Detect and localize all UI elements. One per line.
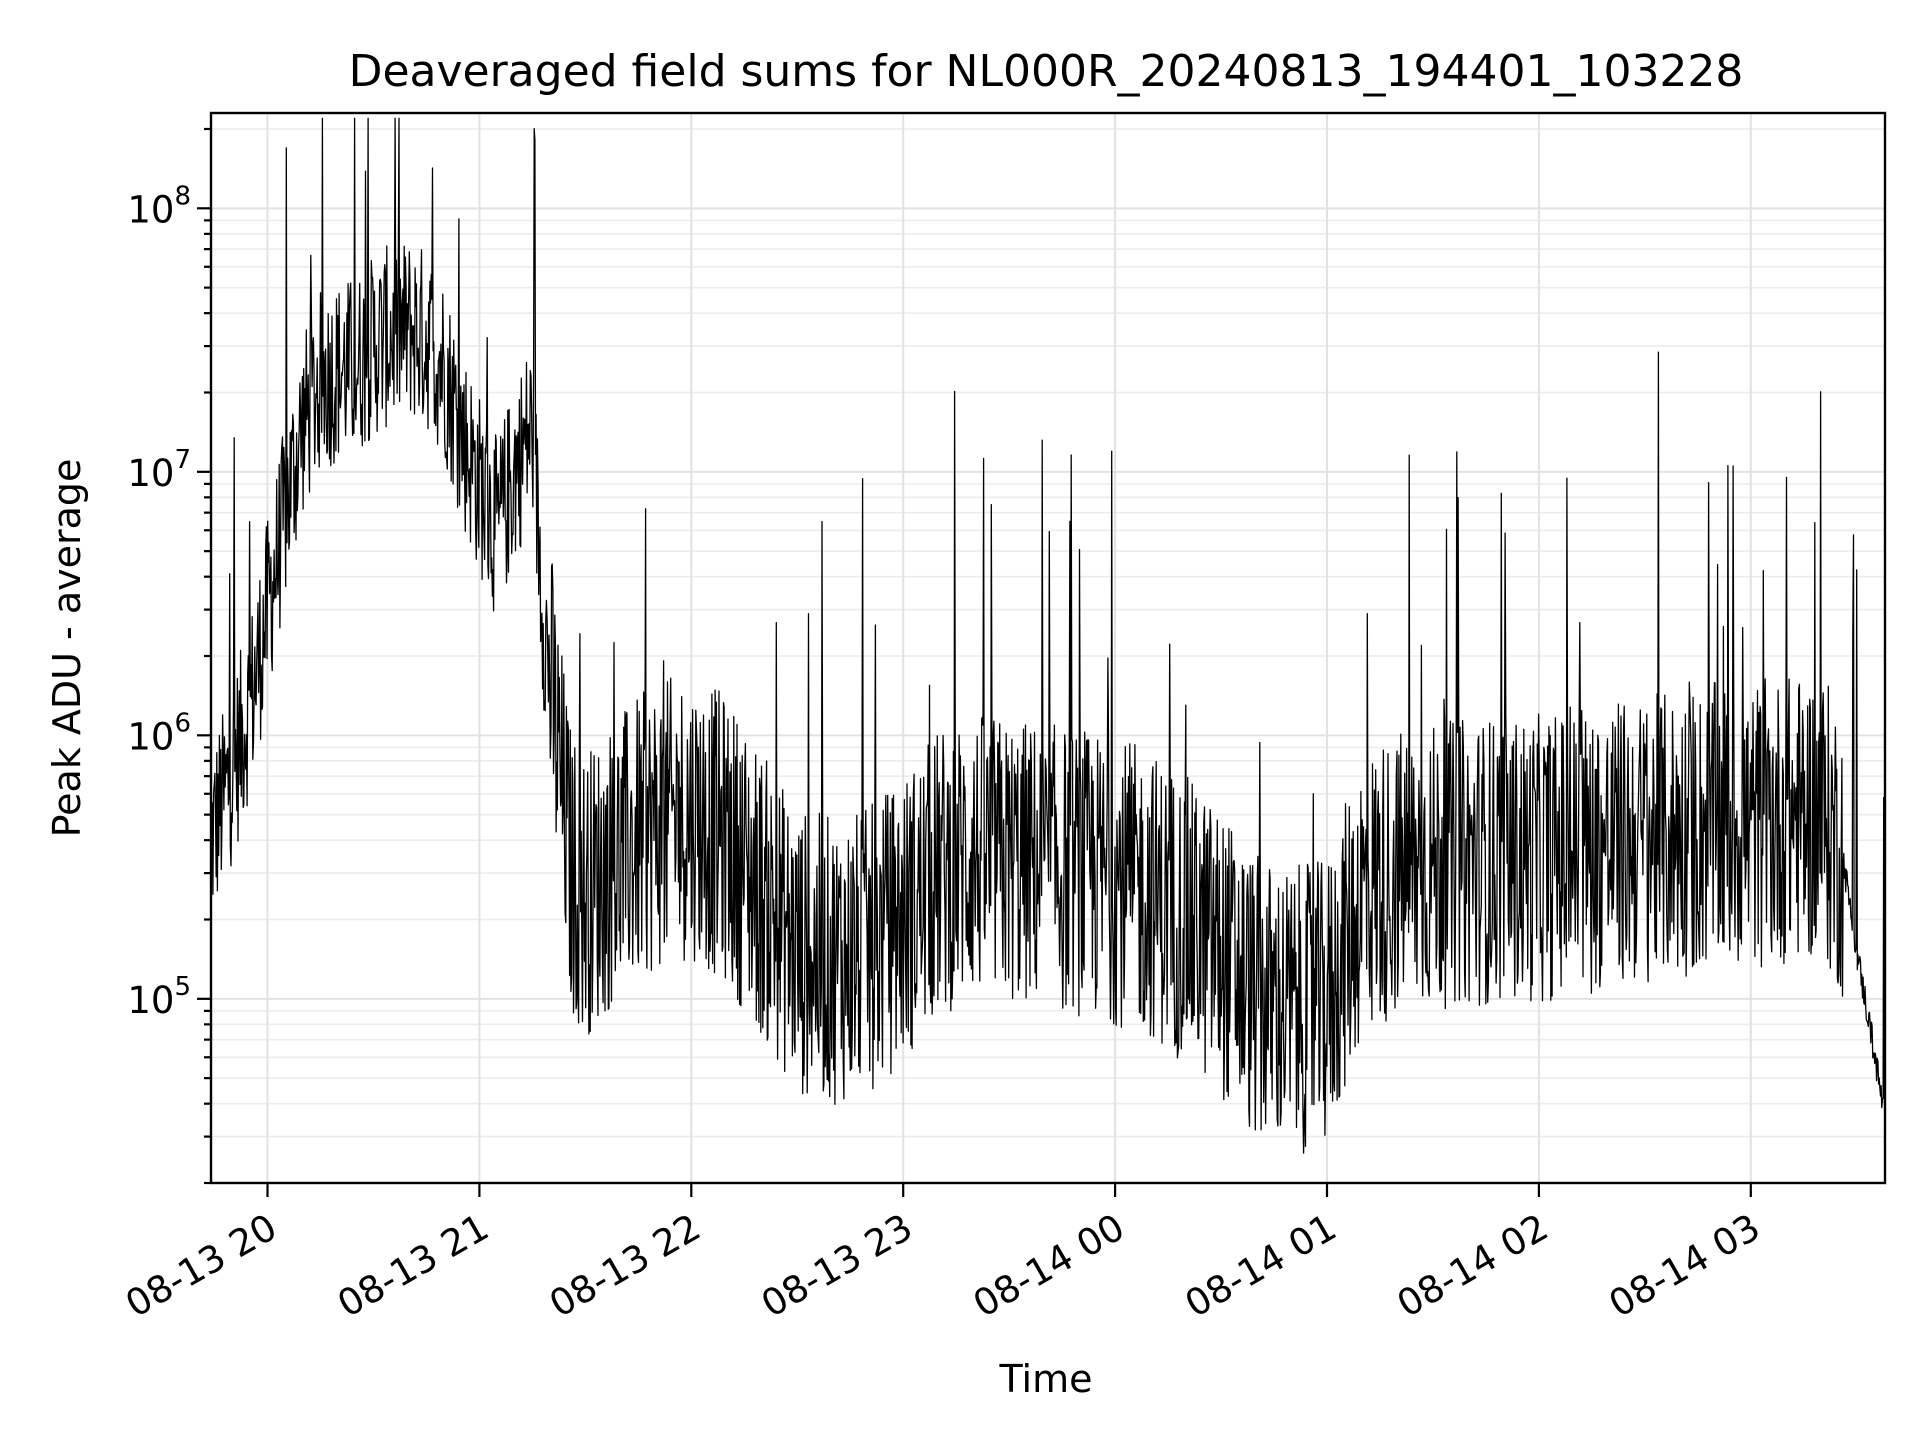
y-tick-label: 107 — [127, 445, 191, 495]
series-layer — [210, 117, 1886, 1154]
grid — [211, 113, 1885, 1184]
x-tick-label: 08-14 01 — [1178, 1206, 1344, 1326]
plot-frame — [209, 111, 1887, 1185]
y-axis: 105 106 107 108 — [127, 127, 211, 1185]
x-tick-label: 08-14 00 — [966, 1206, 1132, 1326]
y-tick-label: 105 — [127, 972, 191, 1022]
x-tick-label: 08-14 03 — [1602, 1206, 1768, 1326]
x-tick-label: 08-13 23 — [754, 1206, 920, 1326]
y-axis-label: Peak ADU - average — [45, 459, 89, 838]
series-line — [210, 117, 1886, 1154]
x-tick-label: 08-13 20 — [118, 1206, 284, 1326]
y-tick-label: 108 — [127, 181, 191, 231]
y-tick-label: 106 — [127, 708, 191, 758]
x-axis: 08-13 20 08-13 21 08-13 22 08-13 23 08-14 00… — [118, 1183, 1767, 1326]
x-tick-label: 08-13 22 — [542, 1206, 708, 1326]
x-axis-label: Time — [999, 1357, 1093, 1401]
x-tick-label: 08-14 02 — [1390, 1206, 1556, 1326]
x-tick-label: 08-13 21 — [330, 1206, 496, 1326]
chart-title: Deaveraged field sums for NL000R_2024081… — [349, 46, 1744, 97]
